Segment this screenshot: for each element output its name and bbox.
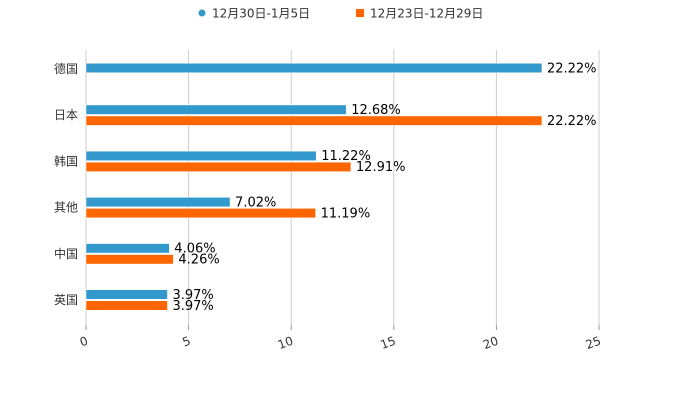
legend-marker-circle-icon — [198, 9, 206, 17]
bar — [85, 150, 317, 161]
category-label: 韩国 — [54, 153, 78, 168]
x-tick-label: 20 — [481, 334, 500, 352]
bars — [85, 63, 543, 311]
legend-label: 12月30日-1月5日 — [212, 7, 310, 21]
x-tick-label: 5 — [180, 334, 192, 350]
category-label: 日本 — [54, 108, 78, 122]
x-tick-label: 25 — [584, 334, 603, 352]
bar — [85, 104, 347, 115]
legend-item-0[interactable]: 12月30日-1月5日 — [198, 7, 311, 21]
bar — [85, 254, 174, 265]
data-label: 11.19% — [321, 206, 371, 221]
bar — [85, 208, 316, 219]
data-label: 12.68% — [351, 103, 401, 118]
data-label: 7.02% — [235, 195, 276, 210]
legend-marker-square-icon — [356, 9, 364, 17]
category-label: 其他 — [54, 201, 78, 215]
grid-lines — [85, 50, 600, 325]
data-label: 12.91% — [356, 160, 406, 175]
legend-item-1[interactable]: 12月23日-12月29日 — [356, 7, 483, 21]
legend: 12月30日-1月5日 12月23日-12月29日 — [198, 7, 483, 21]
bar — [85, 161, 352, 172]
x-tick-label: 15 — [378, 334, 397, 352]
data-labels: 22.22% 12.68% 22.22% 11.22%12.91% 7.02% 11.19… — [172, 61, 596, 314]
x-tick-label: 10 — [276, 334, 295, 352]
bar — [85, 300, 168, 311]
data-label: 22.22% — [547, 61, 597, 76]
category-label: 英国 — [54, 293, 78, 307]
data-label: 11.22% — [321, 149, 371, 164]
bar — [85, 289, 168, 300]
bar — [85, 63, 543, 73]
bar — [85, 115, 543, 126]
x-axis: 0 5 10 15 20 25 — [78, 325, 603, 352]
x-tick-label: 0 — [78, 334, 90, 350]
bar — [85, 197, 231, 208]
data-label: 3.97% — [172, 299, 213, 314]
category-label: 中国 — [54, 246, 78, 261]
data-label: 22.22% — [547, 114, 597, 129]
data-label: 4.06% — [174, 242, 215, 257]
data-label: 3.97% — [172, 288, 213, 303]
legend-label: 12月23日-12月29日 — [370, 7, 483, 21]
bar — [85, 243, 170, 254]
category-label: 德国 — [54, 61, 78, 76]
data-label: 4.26% — [178, 253, 219, 268]
